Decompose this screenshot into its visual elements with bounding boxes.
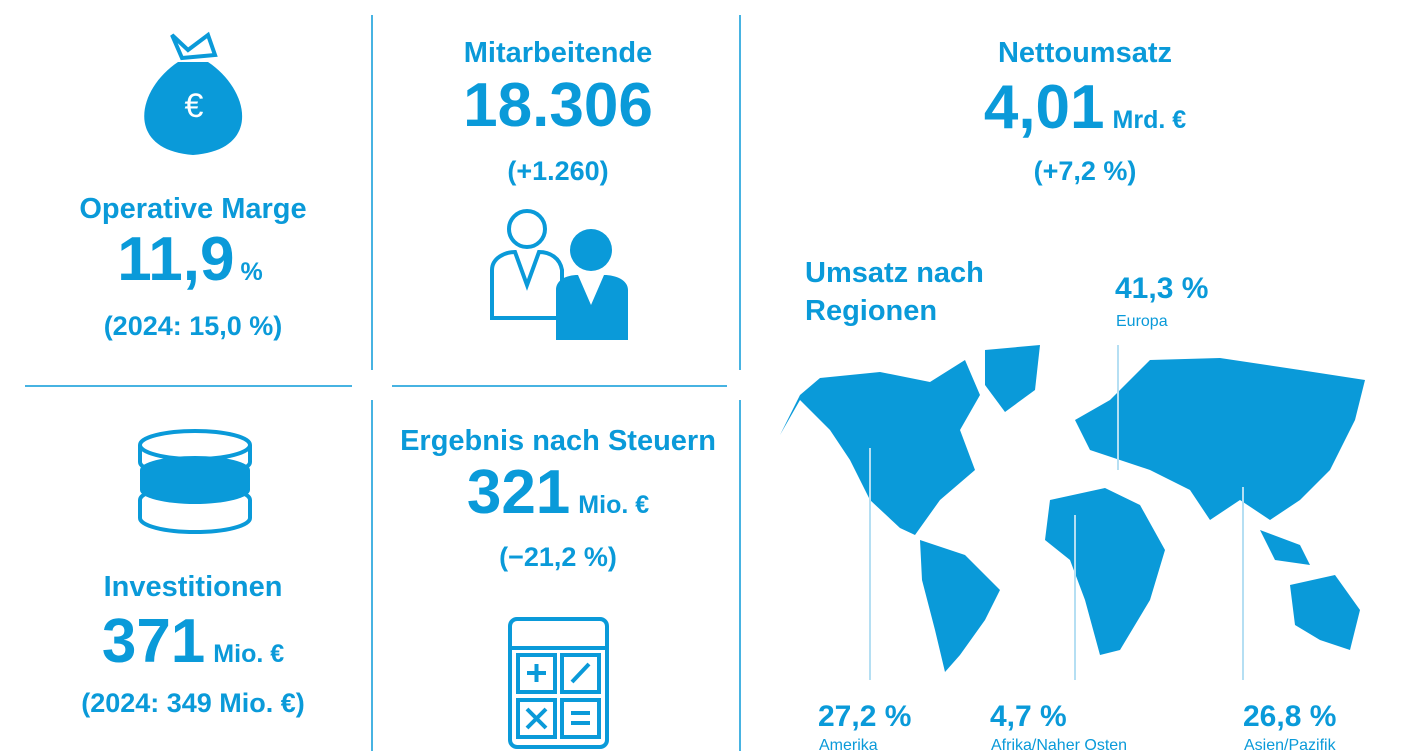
- kpi-label: Operative Marge: [79, 193, 306, 225]
- kpi-change: (2024: 349 Mio. €): [81, 688, 305, 718]
- kpi-change: (+1.260): [507, 156, 608, 186]
- kpi-value: 18.306: [463, 71, 653, 140]
- unit: Mio. €: [213, 640, 284, 668]
- kpi-value: 321 Mio. €: [467, 458, 649, 527]
- world-map: [780, 345, 1365, 672]
- coins-icon: [138, 429, 252, 534]
- value: 371: [102, 607, 205, 676]
- kpi-label: Investitionen: [104, 571, 283, 603]
- kpi-value: 371 Mio. €: [102, 607, 284, 676]
- region-name: Europa: [1116, 313, 1168, 330]
- kpi-label: Ergebnis nach Steuern: [400, 425, 716, 457]
- region-share: 26,8 %: [1243, 700, 1336, 733]
- kpi-value: 11,9%: [117, 225, 262, 294]
- kpi-value: 4,01 Mrd. €: [984, 73, 1186, 142]
- money-bag-icon: €: [144, 31, 243, 155]
- value: 321: [467, 458, 570, 527]
- unit: %: [241, 258, 263, 286]
- region-share: 27,2 %: [818, 700, 911, 733]
- kpi-change: (2024: 15,0 %): [104, 311, 283, 341]
- kpi-label: Mitarbeitende: [464, 37, 653, 69]
- map-title: Umsatz nach: [805, 257, 984, 289]
- region-name: Amerika: [819, 737, 878, 751]
- value: 11,9: [117, 225, 234, 294]
- people-icon: [490, 209, 628, 340]
- kpi-change: (+7,2 %): [1034, 156, 1137, 186]
- unit: Mrd. €: [1113, 106, 1187, 134]
- region-name: Afrika/Naher Osten: [991, 737, 1127, 751]
- svg-text:€: €: [185, 87, 204, 125]
- region-name: Asien/Pazifik: [1244, 737, 1337, 751]
- unit: Mio. €: [578, 491, 649, 519]
- kpi-label: Nettoumsatz: [998, 37, 1172, 69]
- map-title: Regionen: [805, 295, 937, 327]
- region-share: 4,7 %: [990, 700, 1067, 733]
- region-share: 41,3 %: [1115, 272, 1208, 305]
- kpi-change: (−21,2 %): [499, 542, 617, 572]
- calculator-icon: [508, 617, 609, 749]
- value: 4,01: [984, 73, 1105, 142]
